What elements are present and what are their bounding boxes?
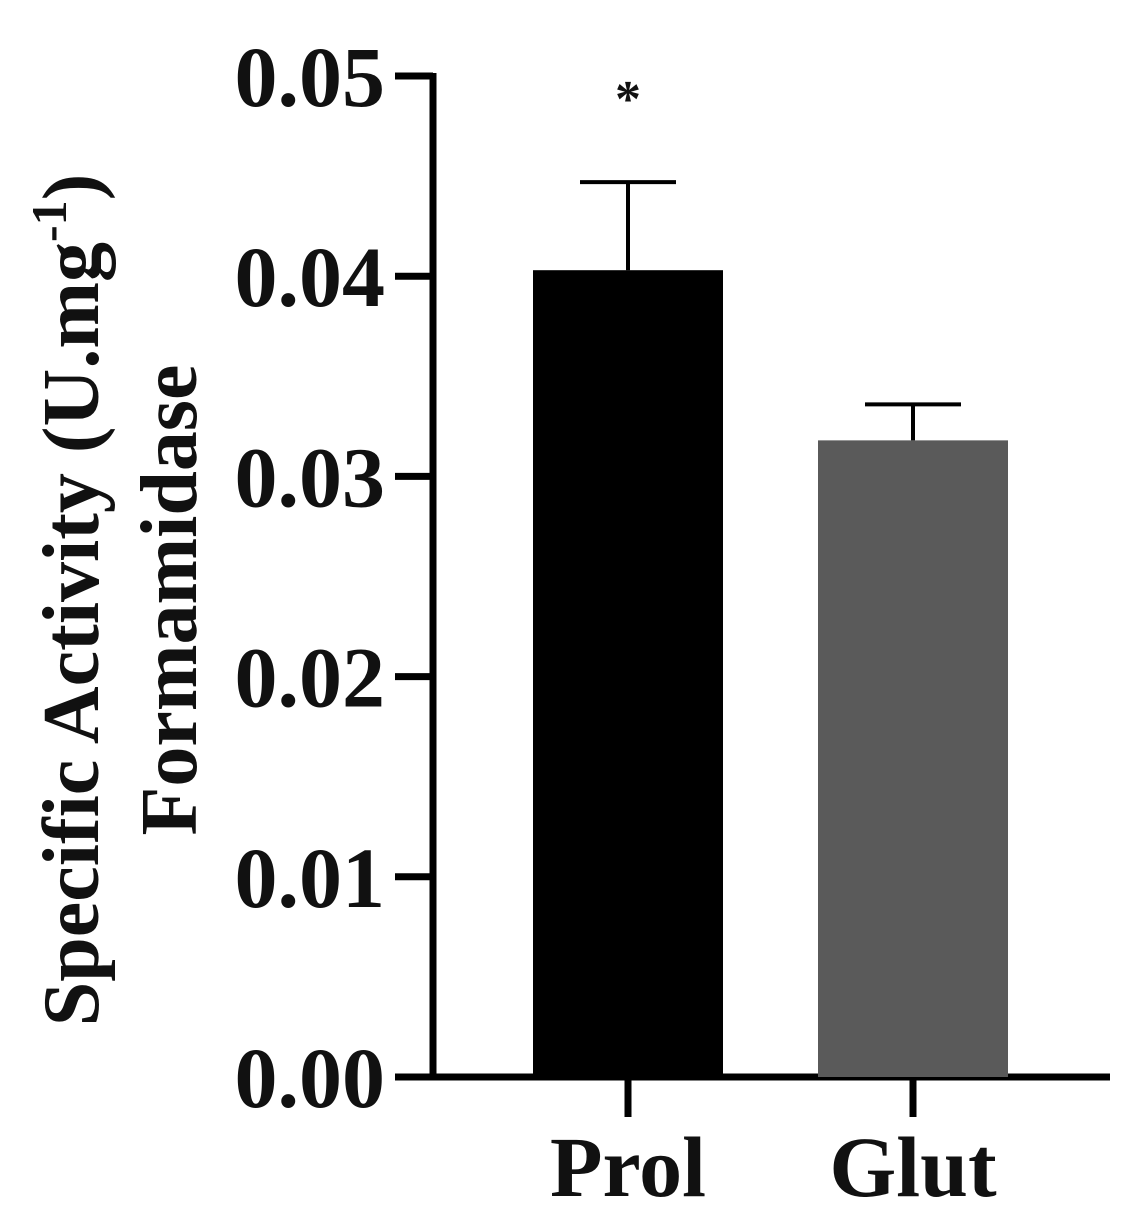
y-ticks: 0.00 0.01 0.02 0.03 0.04 0.05 [235,29,433,1126]
significance-annotations: * [615,71,641,128]
y-axis-title-line2: Formamidase [126,364,214,835]
y-axis-title-close: ) [28,174,116,201]
y-axis-title-superscript: -1 [21,200,77,242]
x-tick-label-glut: Glut [829,1119,997,1215]
bars [533,270,1008,1078]
bar-glut [818,440,1008,1077]
bar-prol [533,270,723,1078]
y-axis-title-line1: Specific Activity (U.mg-1) [21,174,116,1027]
y-tick-label: 0.00 [235,1030,386,1126]
x-tick-label-prol: Prol [550,1119,706,1215]
y-tick-label: 0.01 [235,830,386,926]
x-ticks: Prol Glut [550,1077,997,1215]
y-axis-title: Specific Activity (U.mg-1) Formamidase [21,174,214,1027]
significance-asterisk: * [615,71,641,128]
y-tick-label: 0.05 [235,29,386,125]
y-axis-title-main: Specific Activity (U.mg [28,242,116,1026]
error-bars [580,180,961,441]
y-tick-label: 0.03 [235,429,386,525]
y-tick-label: 0.02 [235,630,386,726]
y-tick-label: 0.04 [235,229,386,325]
